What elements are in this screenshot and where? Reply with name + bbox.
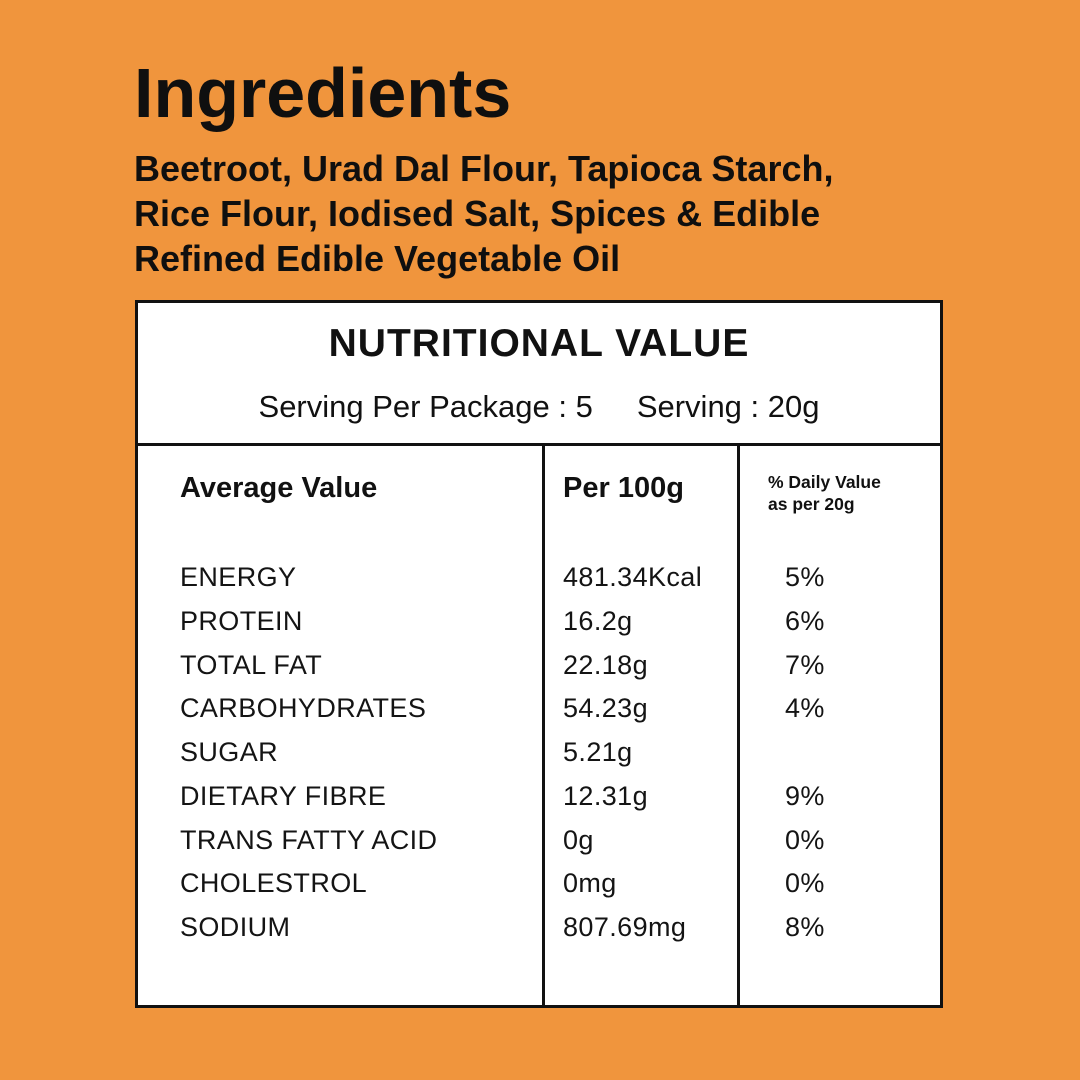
nutrient-daily-value: 6% — [785, 605, 825, 636]
table-row-sodium: SODIUM 807.69mg 8% — [138, 906, 940, 950]
nutrient-name: CARBOHYDRATES — [180, 693, 427, 724]
nutrient-daily-value: 8% — [785, 912, 825, 942]
nutrient-per-100g: 0mg — [563, 868, 617, 899]
daily-value-line-2: as per 20g — [768, 494, 855, 514]
nutrient-per-100g: 807.69mg — [563, 912, 687, 942]
serving-info: Serving Per Package : 5 Serving : 20g — [138, 390, 940, 424]
ingredients-title: Ingredients — [134, 54, 512, 132]
ingredients-line-3: Refined Edible Vegetable Oil — [134, 238, 621, 279]
table-row-energy: ENERGY 481.34Kcal 5% — [138, 556, 940, 600]
nutrient-daily-value: 5% — [785, 562, 825, 592]
column-header-per-100g: Per 100g — [563, 472, 684, 504]
nutrient-per-100g: 54.23g — [563, 693, 648, 724]
nutrient-name: SODIUM — [180, 912, 291, 942]
nutrient-per-100g: 481.34Kcal — [563, 562, 703, 592]
nutrient-per-100g: 22.18g — [563, 649, 648, 680]
table-row-total-fat: TOTAL FAT 22.18g 7% — [138, 644, 940, 688]
nutrient-per-100g: 12.31g — [563, 780, 648, 811]
nutrient-daily-value: 7% — [785, 649, 825, 680]
nutrient-per-100g: 16.2g — [563, 605, 633, 636]
nutrient-daily-value: 0% — [785, 868, 825, 899]
nutrient-name: TOTAL FAT — [180, 649, 323, 680]
ingredients-text: Beetroot, Urad Dal Flour, Tapioca Starch… — [134, 146, 833, 281]
serving-size: Serving : 20g — [636, 389, 820, 424]
nutrition-panel-header: NUTRITIONAL VALUE Serving Per Package : … — [138, 303, 940, 446]
table-row-carbohydrates: CARBOHYDRATES 54.23g 4% — [138, 687, 940, 731]
table-row-dietary-fibre: DIETARY FIBRE 12.31g 9% — [138, 775, 940, 819]
table-row-trans-fatty-acid: TRANS FATTY ACID 0g 0% — [138, 819, 940, 863]
ingredients-line-2: Rice Flour, Iodised Salt, Spices & Edibl… — [134, 193, 821, 234]
nutrition-table: ENERGY 481.34Kcal 5% PROTEIN 16.2g 6% TO… — [138, 556, 940, 950]
table-row-sugar: SUGAR 5.21g — [138, 731, 940, 775]
serving-per-package: Serving Per Package : 5 — [258, 389, 593, 424]
table-row-cholestrol: CHOLESTROL 0mg 0% — [138, 862, 940, 906]
nutrient-name: DIETARY FIBRE — [180, 780, 387, 811]
nutrient-name: TRANS FATTY ACID — [180, 824, 438, 855]
ingredients-line-1: Beetroot, Urad Dal Flour, Tapioca Starch… — [134, 148, 834, 189]
nutrition-title: NUTRITIONAL VALUE — [328, 322, 750, 365]
nutrient-name: SUGAR — [180, 737, 279, 767]
column-header-daily-value: % Daily Value as per 20g — [768, 471, 881, 515]
nutrient-name: PROTEIN — [180, 605, 303, 636]
nutrient-per-100g: 5.21g — [563, 737, 633, 767]
nutrient-daily-value: 0% — [785, 824, 825, 855]
column-divider-2 — [737, 446, 740, 1005]
nutrient-daily-value: 9% — [785, 780, 825, 811]
daily-value-line-1: % Daily Value — [768, 472, 881, 492]
nutrition-panel: NUTRITIONAL VALUE Serving Per Package : … — [135, 300, 943, 1008]
nutrient-per-100g: 0g — [563, 824, 594, 855]
column-divider-1 — [542, 446, 545, 1005]
nutrient-name: ENERGY — [180, 562, 297, 592]
table-row-protein: PROTEIN 16.2g 6% — [138, 600, 940, 644]
nutrient-name: CHOLESTROL — [180, 868, 368, 899]
column-header-average-value: Average Value — [180, 472, 378, 504]
nutrient-daily-value: 4% — [785, 693, 825, 724]
